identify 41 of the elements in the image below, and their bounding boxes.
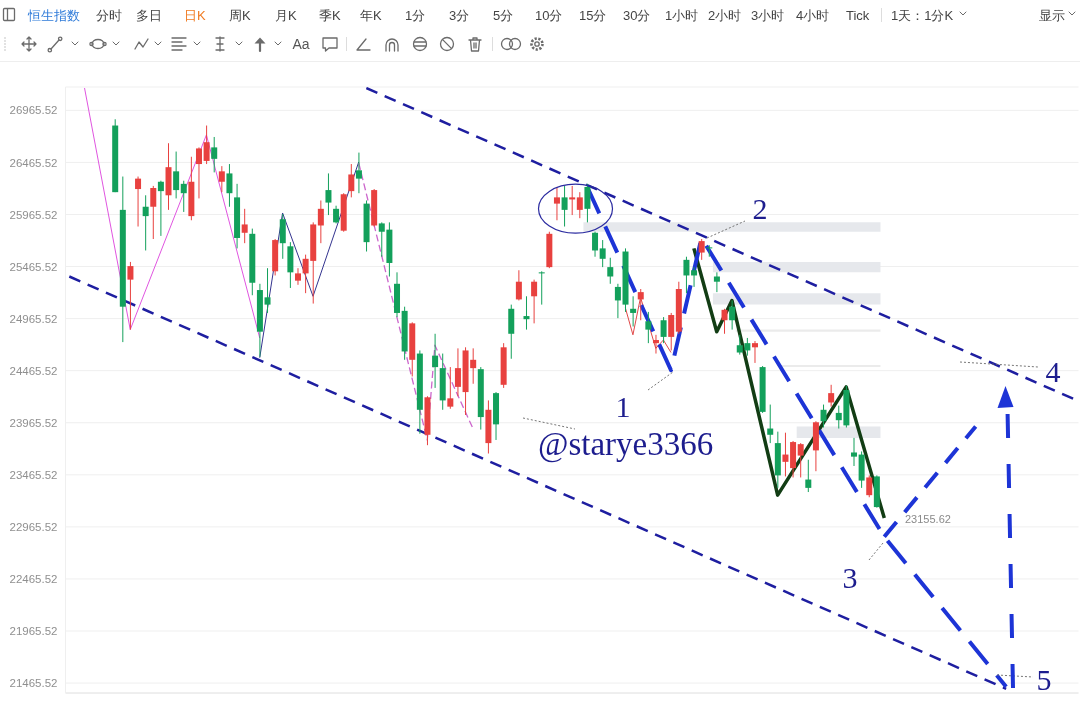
text: Tick <box>846 8 870 23</box>
y-tick-label: 26965.52 <box>9 104 58 117</box>
text: 30分 <box>623 8 651 23</box>
annotation: 1 <box>615 390 631 423</box>
text: 分时 <box>96 8 122 23</box>
text: 10分 <box>535 8 563 23</box>
y-tick-label: 25965.52 <box>9 208 58 221</box>
text: 3分 <box>449 8 470 23</box>
text: Aa <box>292 36 310 52</box>
text: 3小时 <box>751 8 785 23</box>
text: 周K <box>229 8 251 23</box>
y-tick-label: 23465.52 <box>9 468 58 481</box>
annotation: 3 <box>842 561 858 594</box>
y-tick-label: 24965.52 <box>9 312 58 325</box>
annotation: 5 <box>1036 663 1052 696</box>
annotation: @starye3366 <box>538 426 714 463</box>
annotation: 23155.62 <box>905 513 951 525</box>
y-tick-label: 22465.52 <box>9 573 58 586</box>
text: 日K <box>184 8 206 23</box>
y-tick-label: 24465.52 <box>9 364 58 377</box>
text: 5分 <box>493 8 514 23</box>
text: 多日 <box>136 8 162 23</box>
text: 1小时 <box>665 8 699 23</box>
annotation: 2 <box>752 192 768 225</box>
text: 1天：1分K <box>891 8 954 23</box>
text: 月K <box>275 8 297 23</box>
text: 季K <box>319 8 341 23</box>
chart-title: 恒生指数 <box>27 8 80 23</box>
y-tick-label: 22965.52 <box>9 520 58 533</box>
y-tick-label: 21465.52 <box>9 677 58 690</box>
text: 1分 <box>405 8 426 23</box>
y-tick-label: 25465.52 <box>9 260 58 273</box>
text: 2小时 <box>708 8 742 23</box>
text: 4小时 <box>796 8 830 23</box>
y-tick-label: 26465.52 <box>9 156 58 169</box>
text: 显示 <box>1039 8 1065 23</box>
y-tick-label: 23965.52 <box>9 416 58 429</box>
text: 15分 <box>579 8 607 23</box>
annotation: 4 <box>1045 355 1061 388</box>
text: 年K <box>360 8 382 23</box>
y-tick-label: 21965.52 <box>9 625 58 638</box>
